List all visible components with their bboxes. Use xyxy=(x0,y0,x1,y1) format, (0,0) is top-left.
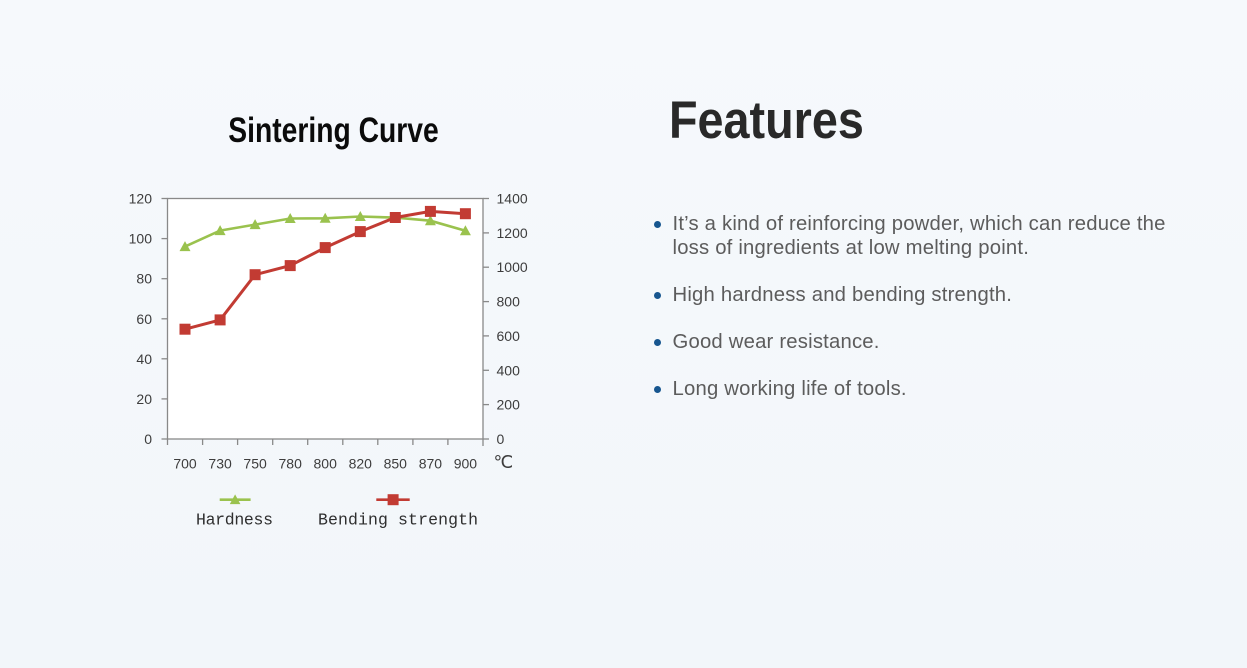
svg-text:870: 870 xyxy=(419,456,443,472)
svg-text:900: 900 xyxy=(454,456,478,472)
svg-text:1000: 1000 xyxy=(497,259,528,275)
svg-text:750: 750 xyxy=(243,456,267,472)
svg-text:80: 80 xyxy=(136,271,152,287)
svg-text:Hardness: Hardness xyxy=(196,511,273,530)
svg-text:Bending strength: Bending strength xyxy=(318,511,478,530)
svg-text:40: 40 xyxy=(136,351,152,367)
svg-text:1400: 1400 xyxy=(497,191,528,207)
svg-text:120: 120 xyxy=(129,191,153,207)
svg-text:780: 780 xyxy=(279,456,303,472)
svg-text:20: 20 xyxy=(136,391,152,407)
svg-text:0: 0 xyxy=(144,431,152,447)
svg-text:60: 60 xyxy=(136,311,152,327)
svg-text:730: 730 xyxy=(208,456,232,472)
svg-text:℃: ℃ xyxy=(494,452,514,472)
svg-text:800: 800 xyxy=(314,456,338,472)
svg-text:820: 820 xyxy=(349,456,373,472)
svg-text:800: 800 xyxy=(497,294,521,310)
svg-text:400: 400 xyxy=(497,362,521,378)
svg-text:850: 850 xyxy=(384,456,408,472)
svg-text:0: 0 xyxy=(497,431,505,447)
svg-text:200: 200 xyxy=(497,397,521,413)
svg-text:600: 600 xyxy=(497,328,521,344)
svg-text:1200: 1200 xyxy=(497,225,528,241)
svg-text:100: 100 xyxy=(129,231,153,247)
svg-text:700: 700 xyxy=(173,456,197,472)
